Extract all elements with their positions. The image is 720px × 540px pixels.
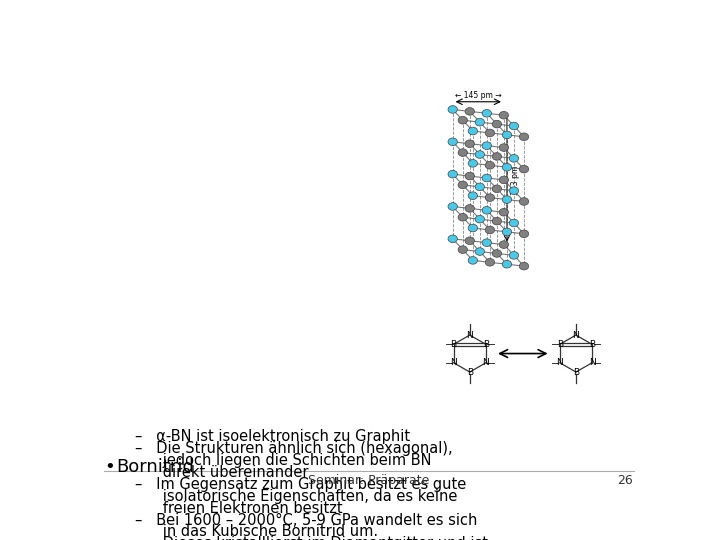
- Text: ← 145 pm →: ← 145 pm →: [455, 91, 502, 100]
- Ellipse shape: [448, 106, 457, 113]
- Ellipse shape: [482, 174, 492, 182]
- Ellipse shape: [519, 230, 528, 238]
- Text: Bornitrid: Bornitrid: [117, 457, 194, 476]
- Ellipse shape: [465, 140, 474, 147]
- Ellipse shape: [503, 131, 512, 139]
- Text: Seminar: Präparate: Seminar: Präparate: [308, 475, 430, 488]
- Text: N: N: [467, 330, 473, 340]
- Ellipse shape: [503, 195, 512, 204]
- Ellipse shape: [485, 161, 495, 169]
- Ellipse shape: [458, 117, 467, 124]
- Ellipse shape: [468, 256, 477, 264]
- Ellipse shape: [475, 151, 485, 158]
- Ellipse shape: [458, 213, 467, 221]
- Text: direkt übereinander: direkt übereinander: [135, 465, 308, 480]
- Ellipse shape: [465, 172, 474, 180]
- Ellipse shape: [519, 133, 528, 140]
- Ellipse shape: [492, 249, 502, 257]
- Text: N: N: [557, 359, 563, 367]
- Text: –   α-BN ist isoelektronisch zu Graphit: – α-BN ist isoelektronisch zu Graphit: [135, 429, 410, 444]
- Ellipse shape: [509, 154, 518, 162]
- Ellipse shape: [503, 164, 512, 171]
- Ellipse shape: [485, 259, 495, 266]
- Text: –   Bei 1600 – 2000°C, 5-9 GPa wandelt es sich: – Bei 1600 – 2000°C, 5-9 GPa wandelt es …: [135, 512, 477, 528]
- Ellipse shape: [465, 107, 474, 115]
- Text: –   Im Gegensatz zum Graphit besitzt es gute: – Im Gegensatz zum Graphit besitzt es gu…: [135, 477, 467, 492]
- Text: N: N: [482, 359, 489, 367]
- Ellipse shape: [448, 138, 457, 146]
- Ellipse shape: [503, 228, 512, 235]
- Ellipse shape: [458, 148, 467, 157]
- Ellipse shape: [485, 226, 495, 234]
- Text: 26: 26: [617, 475, 632, 488]
- Text: B: B: [557, 340, 563, 349]
- Ellipse shape: [468, 224, 477, 232]
- Ellipse shape: [485, 194, 495, 201]
- Ellipse shape: [448, 202, 457, 210]
- Ellipse shape: [499, 176, 508, 184]
- Ellipse shape: [482, 110, 492, 117]
- Ellipse shape: [458, 181, 467, 189]
- Ellipse shape: [475, 248, 485, 255]
- Text: N: N: [572, 330, 580, 340]
- Text: B: B: [589, 340, 595, 349]
- Text: •: •: [104, 457, 114, 476]
- Text: B: B: [451, 340, 456, 349]
- Text: Dieses kristalllierst im Diamantgitter und ist: Dieses kristalllierst im Diamantgitter u…: [135, 536, 488, 540]
- Ellipse shape: [468, 127, 477, 135]
- Ellipse shape: [492, 153, 502, 160]
- Ellipse shape: [519, 165, 528, 173]
- Text: –   Die Strukturen ähnlich sich (hexagonal),: – Die Strukturen ähnlich sich (hexagonal…: [135, 441, 453, 456]
- Ellipse shape: [475, 215, 485, 223]
- Text: 333 pm: 333 pm: [510, 165, 520, 194]
- Text: N: N: [450, 359, 457, 367]
- Text: B: B: [573, 368, 579, 376]
- Text: jedoch liegen die Schichten beim BN: jedoch liegen die Schichten beim BN: [135, 453, 431, 468]
- Ellipse shape: [482, 142, 492, 150]
- Ellipse shape: [492, 120, 502, 128]
- Ellipse shape: [448, 235, 457, 242]
- Ellipse shape: [509, 219, 518, 227]
- Ellipse shape: [475, 118, 485, 126]
- Ellipse shape: [519, 262, 528, 270]
- Ellipse shape: [482, 206, 492, 214]
- Ellipse shape: [485, 129, 495, 137]
- Ellipse shape: [499, 208, 508, 216]
- Ellipse shape: [499, 111, 508, 119]
- Ellipse shape: [492, 185, 502, 193]
- Ellipse shape: [468, 192, 477, 199]
- Ellipse shape: [509, 252, 518, 259]
- Text: in das Kubische Bornitrid um.: in das Kubische Bornitrid um.: [135, 524, 378, 539]
- Ellipse shape: [519, 198, 528, 205]
- Ellipse shape: [499, 241, 508, 248]
- Ellipse shape: [503, 260, 512, 268]
- Text: isolatorische Eigenschaften, da es keine: isolatorische Eigenschaften, da es keine: [135, 489, 457, 504]
- Ellipse shape: [465, 237, 474, 245]
- Ellipse shape: [499, 144, 508, 151]
- Ellipse shape: [458, 246, 467, 253]
- Text: B: B: [483, 340, 489, 349]
- Text: N: N: [589, 359, 595, 367]
- Ellipse shape: [509, 122, 518, 130]
- Ellipse shape: [492, 217, 502, 225]
- Text: freien Elektronen besitzt: freien Elektronen besitzt: [135, 501, 343, 516]
- Text: B: B: [467, 368, 473, 376]
- Ellipse shape: [448, 170, 457, 178]
- Ellipse shape: [465, 205, 474, 212]
- Ellipse shape: [468, 159, 477, 167]
- Ellipse shape: [475, 183, 485, 191]
- Ellipse shape: [482, 239, 492, 246]
- Ellipse shape: [509, 187, 518, 194]
